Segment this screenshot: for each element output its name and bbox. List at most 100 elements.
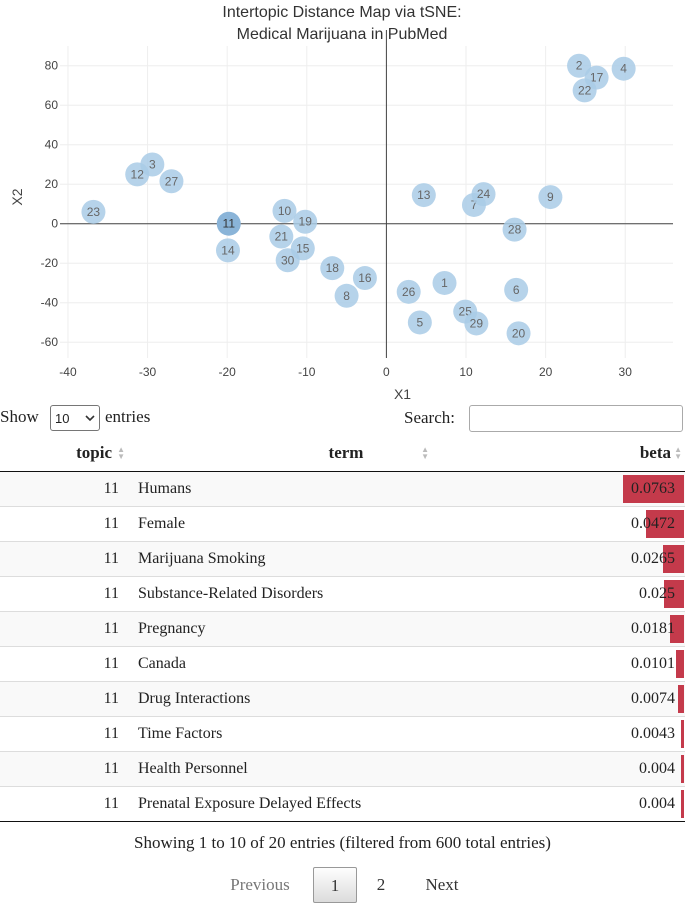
topic-point-label: 15 <box>296 241 310 255</box>
column-header-term[interactable]: term ▲ ▼ <box>128 435 555 472</box>
beta-bar <box>680 789 684 818</box>
chart-title-line: Medical Marijuana in PubMed <box>237 26 448 43</box>
beta-value: 0.0472 <box>631 514 675 532</box>
topic-cell: 11 <box>0 540 128 576</box>
topic-point-label: 14 <box>221 243 235 257</box>
topic-point-label: 26 <box>402 285 416 299</box>
beta-value: 0.0101 <box>631 654 675 672</box>
topic-cell: 11 <box>0 645 128 681</box>
topic-point-label: 23 <box>87 205 101 219</box>
column-header-label: topic <box>76 442 112 462</box>
page-1-button[interactable]: 1 <box>313 867 357 903</box>
topic-point <box>293 209 318 234</box>
x-tick-label: -40 <box>59 365 77 379</box>
table-info: Showing 1 to 10 of 20 entries (filtered … <box>134 833 551 852</box>
topic-point <box>352 266 377 291</box>
sort-arrows-icon: ▲ ▼ <box>674 445 682 461</box>
y-tick-label: 20 <box>45 177 59 191</box>
topic-point <box>567 53 592 78</box>
x-tick-label: -10 <box>298 365 316 379</box>
x-axis-label: X1 <box>394 386 411 402</box>
table-row: 11 Prenatal Exposure Delayed Effects 0.004 <box>0 785 685 822</box>
topic-point-label: 4 <box>620 62 627 76</box>
y-tick-label: 80 <box>45 59 59 73</box>
chevron-down-icon <box>85 414 95 421</box>
sort-arrows-icon: ▲ ▼ <box>421 445 429 461</box>
pagination: Previous 1 2 Next <box>0 867 695 903</box>
beta-bar <box>678 684 684 713</box>
topic-cell: 11 <box>0 471 128 506</box>
topic-point-label: 21 <box>275 230 289 244</box>
topic-point <box>464 311 489 336</box>
x-tick-label: 20 <box>539 365 553 379</box>
topic-point-label: 2 <box>576 59 583 73</box>
search-input[interactable] <box>469 405 683 432</box>
y-tick-label: 60 <box>45 98 59 112</box>
beta-bar <box>622 474 684 503</box>
topic-point-label: 17 <box>590 71 604 85</box>
beta-cell: 0.0763 <box>555 471 685 506</box>
next-page-button[interactable]: Next <box>425 875 459 894</box>
y-tick-label: 40 <box>45 138 59 152</box>
topic-point <box>272 198 297 223</box>
topic-point-label: 12 <box>131 167 145 181</box>
term-cell: Substance-Related Disorders <box>128 575 555 611</box>
beta-cell: 0.025 <box>555 575 685 611</box>
column-header-beta[interactable]: beta ▲ ▼ <box>555 435 685 472</box>
topic-point-label: 28 <box>508 223 522 237</box>
topic-point <box>432 270 457 295</box>
topic-point <box>275 248 300 273</box>
length-label-after: entries <box>105 407 151 426</box>
topic-point <box>611 56 636 81</box>
column-header-label: beta <box>639 442 671 462</box>
table-header-row: topic ▲ ▼ term ▲ ▼ beta ▲ ▼ <box>0 435 685 472</box>
beta-cell: 0.004 <box>555 750 685 786</box>
topic-point <box>504 277 529 302</box>
table-row: 11 Health Personnel 0.004 <box>0 750 685 786</box>
table-row: 11 Canada 0.0101 <box>0 645 685 681</box>
topic-point-label: 6 <box>513 283 520 297</box>
sort-arrows-icon: ▲ ▼ <box>117 445 125 461</box>
table-row: 11 Female 0.0472 <box>0 505 685 541</box>
topic-point <box>407 310 432 335</box>
beta-value: 0.004 <box>639 759 675 777</box>
beta-cell: 0.0472 <box>555 505 685 541</box>
term-cell: Time Factors <box>128 715 555 751</box>
topic-point-label: 19 <box>299 215 313 229</box>
topic-point-label: 5 <box>416 315 423 329</box>
topic-point-label: 11 <box>223 217 236 231</box>
table-row: 11 Substance-Related Disorders 0.025 <box>0 575 685 611</box>
topic-point-label: 29 <box>470 316 484 330</box>
topic-point <box>269 224 294 249</box>
intertopic-distance-chart: -40 -30 -20 -10 0 10 20 30 -60 -40 -20 0 20 40 60 80 X1 X… <box>9 4 673 402</box>
previous-page-button[interactable]: Previous <box>230 875 290 894</box>
beta-cell: 0.0043 <box>555 715 685 751</box>
y-tick-label: -40 <box>41 296 59 310</box>
beta-cell: 0.004 <box>555 785 685 822</box>
beta-bar <box>680 754 684 783</box>
topic-point <box>215 238 240 263</box>
topic-point <box>411 183 436 208</box>
x-tick-label: -20 <box>219 365 237 379</box>
table-row: 11 Marijuana Smoking 0.0265 <box>0 540 685 576</box>
entries-length-value: 10 <box>55 410 70 426</box>
y-axis-label: X2 <box>9 188 25 205</box>
beta-value: 0.0265 <box>631 549 675 567</box>
page-2-button[interactable]: 2 <box>376 875 386 894</box>
topic-point-label: 3 <box>149 157 156 171</box>
column-header-topic[interactable]: topic ▲ ▼ <box>0 435 128 472</box>
x-tick-label: 0 <box>383 365 390 379</box>
term-cell: Female <box>128 505 555 541</box>
table-row: 11 Time Factors 0.0043 <box>0 715 685 751</box>
topic-point-label: 13 <box>417 188 431 202</box>
column-header-label: term <box>328 442 364 462</box>
beta-value: 0.0763 <box>631 479 675 497</box>
y-tick-label: -20 <box>41 256 59 270</box>
topic-point-label: 18 <box>326 261 340 275</box>
topic-point <box>320 256 345 281</box>
topic-point-label: 22 <box>578 83 592 97</box>
topic-point <box>216 211 241 236</box>
beta-bar <box>646 509 684 538</box>
topic-cell: 11 <box>0 785 128 822</box>
entries-length-select[interactable]: 10 <box>50 405 100 431</box>
